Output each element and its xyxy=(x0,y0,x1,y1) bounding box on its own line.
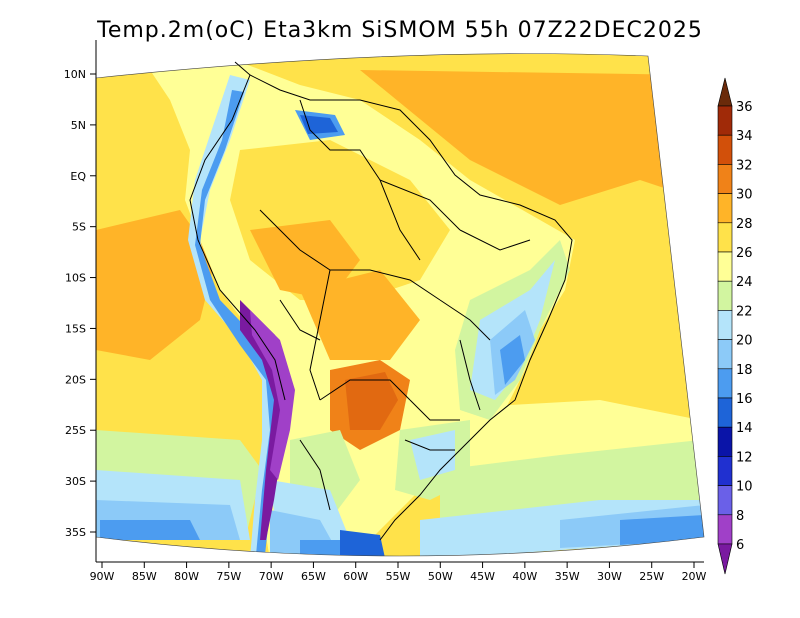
lat-tick-label: 5S xyxy=(72,221,86,234)
lat-tick-label: 15S xyxy=(65,322,86,335)
lat-tick-label: 30S xyxy=(65,475,86,488)
colorbar-label: 12 xyxy=(736,450,753,465)
colorbar-label: 24 xyxy=(736,275,753,290)
colorbar-box xyxy=(717,456,733,486)
colorbar-box xyxy=(717,368,733,399)
domain-outline xyxy=(95,53,705,557)
colorbar-label: 36 xyxy=(736,100,753,115)
colorbar-label: 16 xyxy=(736,392,753,407)
longitude-ticks: 90W 85W 80W 75W 70W 65W 60W 55W 50W 45W 40W 35W 30W 2… xyxy=(90,562,707,583)
lon-tick-label: 50W xyxy=(428,570,453,583)
lat-tick-label: 20S xyxy=(65,373,86,386)
colorbar-box xyxy=(717,426,733,457)
lon-tick-label: 45W xyxy=(470,570,495,583)
lat-tick-label: 5N xyxy=(71,119,86,132)
colorbar-label: 10 xyxy=(736,480,753,495)
lon-tick-label: 60W xyxy=(343,570,368,583)
lon-tick-label: 30W xyxy=(597,570,622,583)
colorbar-label: 28 xyxy=(736,217,753,232)
colorbar-box xyxy=(717,193,733,224)
country-borders xyxy=(189,61,573,541)
colorbar-box xyxy=(717,105,733,136)
colorbar-box xyxy=(717,280,733,311)
lon-tick-label: 70W xyxy=(259,570,284,583)
lat-tick-label: 25S xyxy=(65,424,86,437)
colorbar-label: 32 xyxy=(736,158,753,173)
lat-tick-label: EQ xyxy=(70,170,86,183)
lon-tick-label: 85W xyxy=(132,570,157,583)
colorbar-label: 14 xyxy=(736,421,753,436)
colorbar-max-triangle xyxy=(717,77,733,107)
colorbar-min-triangle xyxy=(717,543,733,575)
colorbar: 36 34 32 30 28 26 24 22 20 18 16 14 12 10 8 6 xyxy=(717,77,753,575)
colorbar-label: 18 xyxy=(736,363,753,378)
colorbar-box xyxy=(717,397,733,428)
lat-tick-label: 10S xyxy=(65,272,86,285)
lon-tick-label: 75W xyxy=(216,570,241,583)
colorbar-label: 6 xyxy=(736,538,744,553)
lat-tick-label: 10N xyxy=(64,68,86,81)
map-title: Temp.2m(oC) Eta3km SiSMOM 55h 07Z22DEC20… xyxy=(97,18,703,43)
colorbar-box xyxy=(717,310,733,340)
temperature-field xyxy=(96,53,704,556)
colorbar-box xyxy=(717,134,733,165)
colorbar-box xyxy=(717,339,733,370)
lon-tick-label: 80W xyxy=(174,570,199,583)
lon-tick-label: 25W xyxy=(639,570,664,583)
colorbar-label: 30 xyxy=(736,188,753,203)
lon-tick-label: 55W xyxy=(386,570,411,583)
colorbar-label: 34 xyxy=(736,129,753,144)
colorbar-box xyxy=(717,251,733,282)
latitude-ticks: 10N 5N EQ 5S 10S 15S 20S 25S 30S 35S xyxy=(64,68,96,539)
lat-tick-label: 35S xyxy=(65,526,86,539)
colorbar-box xyxy=(717,222,733,253)
lon-tick-label: 35W xyxy=(555,570,580,583)
lon-tick-label: 20W xyxy=(682,570,707,583)
colorbar-label: 26 xyxy=(736,246,753,261)
colorbar-box xyxy=(717,164,733,194)
lon-tick-label: 90W xyxy=(90,570,115,583)
colorbar-label: 20 xyxy=(736,334,753,349)
lon-tick-label: 65W xyxy=(301,570,326,583)
colorbar-label: 22 xyxy=(736,304,753,319)
colorbar-box xyxy=(717,514,733,545)
colorbar-box xyxy=(717,485,733,516)
colorbar-label: 8 xyxy=(736,509,744,524)
lon-tick-label: 40W xyxy=(512,570,537,583)
